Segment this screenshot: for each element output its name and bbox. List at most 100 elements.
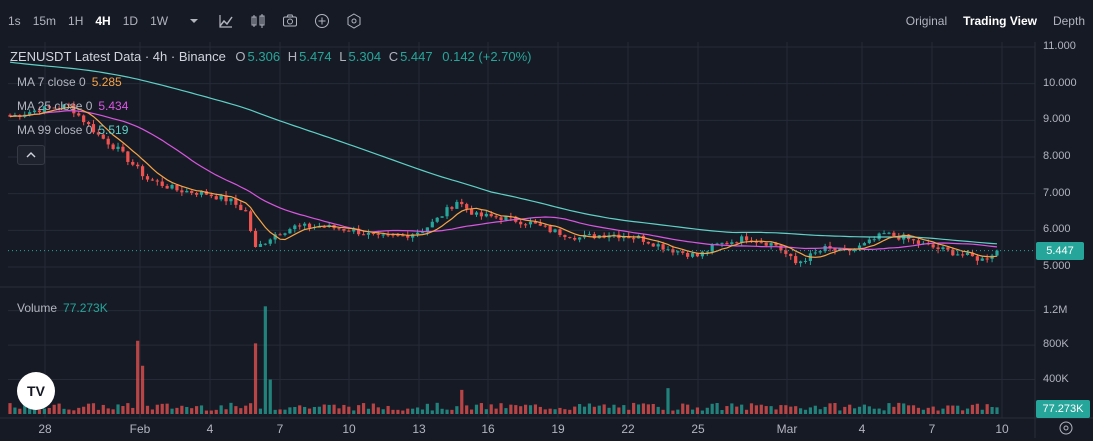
volume-legend[interactable]: Volume 77.273K	[17, 301, 108, 315]
candle-body	[720, 242, 724, 244]
candle-body	[411, 234, 415, 238]
candle-body	[82, 115, 86, 123]
timeframe-4h[interactable]: 4H	[95, 14, 111, 28]
candle-body	[862, 243, 867, 246]
volume-bar	[548, 408, 552, 414]
volume-bar	[307, 408, 312, 414]
timeframe-1s[interactable]: 1s	[8, 14, 21, 28]
view-switcher: Original Trading View Depth	[898, 0, 1093, 42]
add-icon[interactable]	[310, 9, 334, 33]
candle-body	[342, 228, 346, 231]
volume-bar	[342, 404, 346, 414]
volume-bar	[283, 409, 287, 414]
change-value: 0.142 (+2.70%)	[442, 49, 532, 64]
candle-body	[504, 216, 508, 220]
volume-bar	[278, 409, 282, 414]
volume-bar	[430, 410, 434, 414]
time-tick-label: 7	[928, 422, 936, 436]
volume-bar	[607, 407, 611, 414]
candle-body	[789, 253, 793, 257]
view-trading-view[interactable]: Trading View	[963, 14, 1037, 28]
candle-body	[249, 211, 253, 231]
volume-bar	[833, 402, 837, 414]
view-depth[interactable]: Depth	[1052, 14, 1085, 28]
volume-bar	[361, 403, 366, 414]
tradingview-logo[interactable]: TV	[17, 372, 55, 410]
candle-body	[528, 221, 533, 225]
volume-bar	[224, 409, 228, 414]
volume-label: Volume	[17, 301, 58, 315]
candle-body	[140, 166, 145, 177]
dropdown-icon[interactable]	[182, 9, 206, 33]
time-tick-label: 19	[551, 422, 565, 436]
screenshot-icon[interactable]	[278, 9, 302, 33]
ma7-legend[interactable]: MA 7 close 0 5.285	[17, 75, 122, 89]
ma99-label: MA 99 close 0	[17, 123, 93, 137]
volume-bar	[622, 405, 626, 414]
candle-body	[744, 236, 749, 241]
ma25-legend[interactable]: MA 25 close 0 5.434	[17, 99, 128, 113]
volume-bar	[690, 409, 695, 414]
volume-bar	[425, 403, 429, 414]
volume-bar	[165, 403, 169, 414]
volume-bar	[970, 404, 975, 414]
collapse-legend-button[interactable]	[17, 145, 45, 165]
candle-body	[852, 248, 857, 252]
volume-bar	[666, 388, 670, 414]
candle-body	[116, 146, 120, 149]
view-original[interactable]: Original	[905, 14, 948, 28]
candle-body	[936, 247, 940, 250]
volume-tick-label: 400K	[1043, 372, 1069, 385]
candle-body	[622, 236, 626, 239]
last-price-tag: 5.447	[1036, 242, 1084, 260]
ma99-value: 5.519	[98, 123, 129, 137]
volume-bar	[941, 408, 945, 414]
volume-bar	[273, 409, 277, 414]
candle-body	[538, 223, 542, 226]
candle-body	[892, 232, 896, 237]
chart-settings-icon[interactable]	[1058, 420, 1074, 436]
volume-bar	[460, 389, 464, 414]
candle-body	[774, 243, 778, 246]
close-value: 5.447	[400, 49, 433, 64]
time-tick-label: 4	[206, 422, 214, 436]
volume-bar	[435, 402, 439, 414]
volume-bar	[381, 409, 385, 414]
time-tick-label: 4	[858, 422, 866, 436]
volume-bar	[180, 405, 184, 414]
candle-body	[185, 190, 189, 193]
volume-bar	[985, 404, 989, 414]
candle-body	[995, 250, 999, 256]
volume-bar	[96, 409, 100, 414]
timeframe-1h[interactable]: 1H	[68, 14, 84, 28]
volume-bar	[391, 409, 395, 414]
settings-icon[interactable]	[342, 9, 366, 33]
volume-bar	[803, 409, 808, 414]
timeframe-1w[interactable]: 1W	[150, 14, 169, 28]
volume-bar	[617, 407, 621, 414]
candle-body	[376, 233, 380, 235]
candle-body	[190, 190, 194, 193]
candle-body	[32, 110, 37, 113]
candle-body	[489, 213, 493, 217]
volume-bar	[612, 404, 616, 414]
compare-icon[interactable]	[246, 9, 270, 33]
volume-bar	[818, 409, 822, 414]
ma99-legend[interactable]: MA 99 close 0 5.519	[17, 123, 128, 137]
volume-bar	[808, 407, 813, 414]
indicators-icon[interactable]	[214, 9, 238, 33]
candle-body	[57, 108, 61, 110]
volume-bar	[13, 407, 17, 414]
volume-bar	[450, 409, 454, 414]
timeframe-15m[interactable]: 15m	[32, 14, 57, 28]
candle-body	[8, 114, 12, 117]
candle-body	[980, 258, 984, 261]
timeframe-1d[interactable]: 1D	[122, 14, 139, 28]
candle-body	[759, 242, 763, 244]
candle-body	[126, 151, 130, 162]
volume-bar	[396, 409, 400, 414]
volume-bar	[823, 406, 827, 414]
volume-bar	[715, 403, 719, 414]
volume-bar	[514, 405, 518, 414]
